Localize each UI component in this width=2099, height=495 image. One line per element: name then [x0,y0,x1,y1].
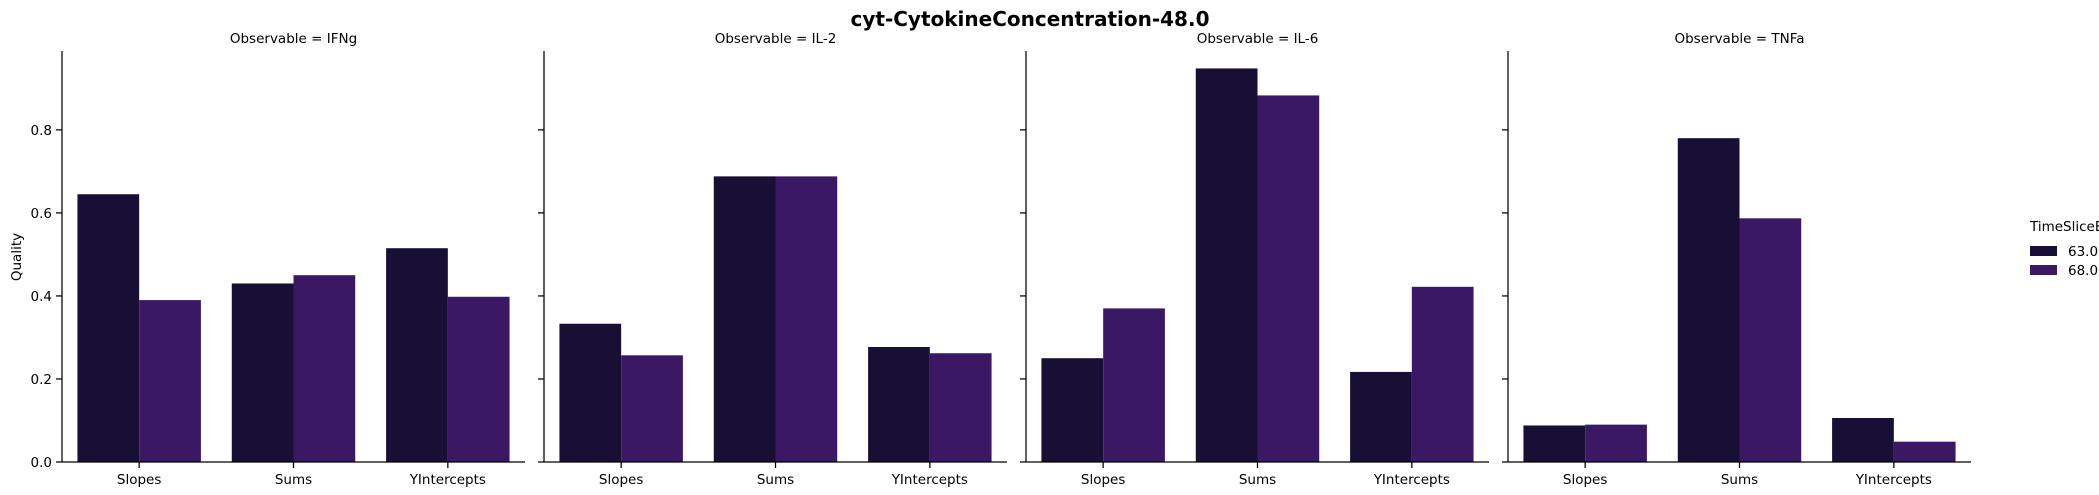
legend-swatch [2030,246,2057,256]
facet-panel-4: Observable = TNFa Slopes Sums YIntercepts [1502,31,1971,488]
facet-title: Observable = IFNg [230,31,357,47]
bar-slopes-68-0 [1103,308,1165,462]
bar-sums-63-0 [231,283,294,462]
bar-slopes-63-0 [1523,425,1586,462]
bar-slopes-68-0 [139,300,201,462]
legend-entry: 68.0 [2068,263,2098,279]
bar-yintercepts-63-0 [1832,417,1894,462]
x-tick-label: YIntercepts [1373,472,1450,488]
facets: Observable = IFNg 0.0 0.2 0.4 0.6 0.8 Slopes Su… [31,31,1971,488]
facet-title: Observable = IL-2 [715,31,837,47]
x-tick-label: YIntercepts [409,472,486,488]
x-tick-label: YIntercepts [891,472,968,488]
x-tick-label: Sums [1721,472,1758,488]
y-axis-label: Quality [9,233,25,281]
legend-entry: 63.0 [2068,244,2098,260]
bar-sums-68-0 [775,176,838,462]
bar-sums-63-0 [1677,138,1740,462]
x-tick-label: Slopes [1563,472,1608,488]
bar-yintercepts-63-0 [868,347,930,462]
bar-slopes-63-0 [1041,358,1104,462]
facet-title: Observable = IL-6 [1197,31,1319,47]
bar-slopes-63-0 [77,194,140,463]
y-tick-label: 0.4 [31,289,52,305]
facet-panel-2: Observable = IL-2 Slopes Sums YIntercepts [538,31,1007,488]
legend-title: TimeSliceEnd [2029,219,2099,235]
x-tick-label: Sums [1239,472,1276,488]
bar-sums-63-0 [713,176,776,462]
y-tick-label: 0.6 [31,206,52,222]
bar-yintercepts-68-0 [929,353,992,462]
x-tick-label: Sums [275,472,312,488]
bar-yintercepts-68-0 [447,296,510,462]
x-tick-label: Sums [757,472,794,488]
bar-yintercepts-68-0 [1411,286,1474,462]
y-tick-label: 0.0 [31,455,52,471]
x-tick-label: Slopes [599,472,644,488]
bar-sums-68-0 [1257,95,1320,463]
bar-slopes-63-0 [559,323,622,462]
x-tick-label: YIntercepts [1855,472,1932,488]
chart-title: cyt-CytokineConcentration-48.0 [850,7,1209,31]
x-tick-label: Slopes [1081,472,1126,488]
bar-yintercepts-63-0 [386,248,448,462]
legend: TimeSliceEnd 63.0 68.0 [2029,219,2099,279]
bar-sums-68-0 [293,275,356,462]
bar-sums-63-0 [1195,68,1258,462]
bar-yintercepts-68-0 [1893,441,1956,462]
facet-panel-1: Observable = IFNg 0.0 0.2 0.4 0.6 0.8 Slopes Su… [31,31,525,488]
bar-slopes-68-0 [1585,424,1647,462]
bar-sums-68-0 [1739,218,1802,462]
y-tick-label: 0.2 [31,372,52,388]
legend-swatch [2030,265,2057,275]
bar-slopes-68-0 [621,355,683,462]
facet-title: Observable = TNFa [1674,31,1804,47]
x-tick-label: Slopes [117,472,162,488]
bar-yintercepts-63-0 [1350,371,1412,462]
y-tick-label: 0.8 [31,123,52,139]
facet-panel-3: Observable = IL-6 Slopes Sums YIntercepts [1020,31,1489,488]
